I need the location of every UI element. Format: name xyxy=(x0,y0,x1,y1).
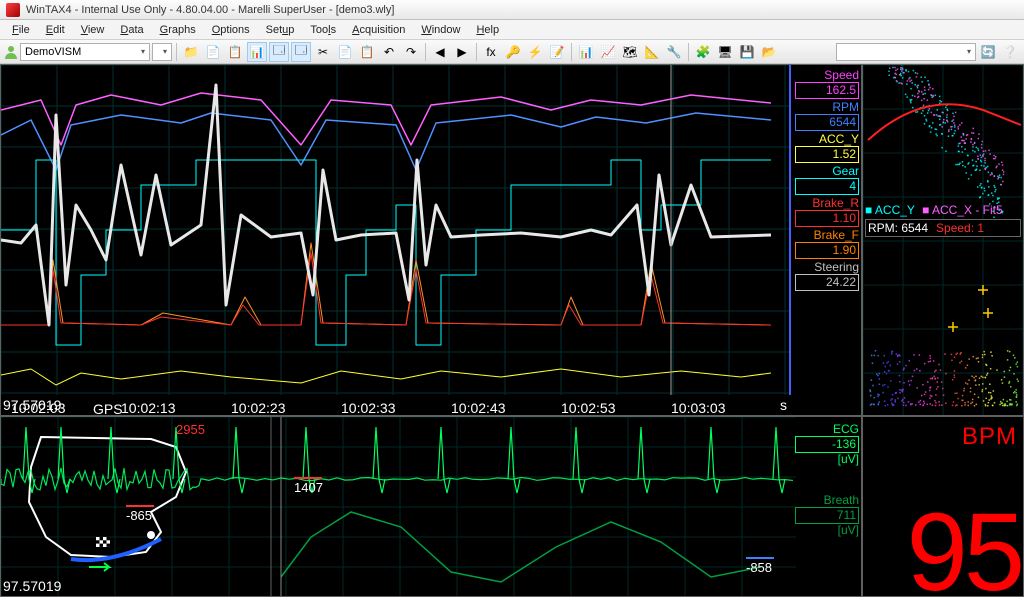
channel-brake_r[interactable]: Brake_R1.10 xyxy=(795,197,859,227)
svg-text:10:02:23: 10:02:23 xyxy=(231,400,286,415)
toolbar-btn-7[interactable]: 📄 xyxy=(335,42,355,62)
menu-view[interactable]: View xyxy=(73,22,113,38)
toolbar-btn-29[interactable]: 📂 xyxy=(759,42,779,62)
bpm-panel: BPM 95 xyxy=(862,416,1024,597)
bio-panel[interactable]: ECG-136[uV] Breath711[uV] 97.57019 2955 -8… xyxy=(0,416,862,597)
toolbar-btn-16[interactable]: 🔑 xyxy=(503,42,523,62)
bio-channel-breath[interactable]: Breath711[uV] xyxy=(795,494,859,537)
svg-text:10:02:43: 10:02:43 xyxy=(451,400,506,415)
toolbar-btn-18[interactable]: 📝 xyxy=(547,42,567,62)
toolbar-btn-27[interactable]: 🖥 xyxy=(715,42,735,62)
toolbar-btn-2[interactable]: 📋 xyxy=(225,42,245,62)
toolbar-btn-20[interactable]: 📊 xyxy=(576,42,596,62)
toolbar-btn-6[interactable]: ✂ xyxy=(313,42,333,62)
profile-combo[interactable]: DemoVISM ▾ xyxy=(20,43,150,61)
main-corner-value: 97.57019 xyxy=(3,397,61,413)
toolbar-btn-9[interactable]: ↶ xyxy=(379,42,399,62)
scatter-legend: ■ ACC_Y ■ ACC_X - Fit5 xyxy=(865,203,1007,217)
menubar: FileEditViewDataGraphsOptionsSetupToolsA… xyxy=(0,20,1024,40)
refresh-icon[interactable]: 🔄 xyxy=(978,42,998,62)
bpm-label: BPM xyxy=(962,423,1017,451)
window-title: WinTAX4 - Internal Use Only - 4.80.04.00… xyxy=(26,4,394,16)
menu-acquisition[interactable]: Acquisition xyxy=(344,22,413,38)
menu-options[interactable]: Options xyxy=(204,22,258,38)
main-telemetry-panel[interactable]: 10:02:0310:02:1310:02:2310:02:3310:02:43… xyxy=(0,64,862,416)
toolbar-btn-24[interactable]: 🔧 xyxy=(664,42,684,62)
channel-acc_y[interactable]: ACC_Y1.52 xyxy=(795,133,859,163)
toolbar-btn-10[interactable]: ↷ xyxy=(401,42,421,62)
toolbar-btn-15[interactable]: fx xyxy=(481,42,501,62)
channel-brake_f[interactable]: Brake_F1.90 xyxy=(795,229,859,259)
toolbar-btn-21[interactable]: 📈 xyxy=(598,42,618,62)
toolbar-btn-5[interactable]: 🗔 xyxy=(291,42,311,62)
svg-text:10:02:13: 10:02:13 xyxy=(121,400,176,415)
scatter-panel[interactable]: ■ ACC_Y ■ ACC_X - Fit5 RPM: 6544Speed: 1 xyxy=(862,64,1024,416)
toolbar-btn-0[interactable]: 📁 xyxy=(181,42,201,62)
toolbar-btn-4[interactable]: 🗔 xyxy=(269,42,289,62)
toolbar-btn-13[interactable]: ▶ xyxy=(452,42,472,62)
menu-graphs[interactable]: Graphs xyxy=(152,22,204,38)
x-axis-unit: s xyxy=(780,397,787,413)
toolbar-btn-23[interactable]: 📐 xyxy=(642,42,662,62)
toolbar-btn-28[interactable]: 💾 xyxy=(737,42,757,62)
svg-text:10:03:03: 10:03:03 xyxy=(671,400,726,415)
svg-text:10:02:53: 10:02:53 xyxy=(561,400,616,415)
menu-setup[interactable]: Setup xyxy=(258,22,303,38)
user-icon xyxy=(4,45,18,59)
menu-file[interactable]: File xyxy=(4,22,38,38)
search-combo[interactable]: ▾ xyxy=(836,43,976,61)
menu-help[interactable]: Help xyxy=(468,22,507,38)
profile-combo-label: DemoVISM xyxy=(25,46,81,58)
channel-steering[interactable]: Steering24.22 xyxy=(795,261,859,291)
scatter-readout: RPM: 6544Speed: 1 xyxy=(865,219,1021,237)
bio-channel-ecg[interactable]: ECG-136[uV] xyxy=(795,423,859,466)
help-icon[interactable]: ❔ xyxy=(1000,42,1020,62)
toolbar-btn-1[interactable]: 📄 xyxy=(203,42,223,62)
toolbar: DemoVISM ▾ ▾ 📁📄📋📊🗔🗔✂📄📋↶↷◀▶fx🔑⚡📝📊📈🗺📐🔧🧩🖥💾📂… xyxy=(0,40,1024,64)
channel-rpm[interactable]: RPM6544 xyxy=(795,101,859,131)
bio-corner-value: 97.57019 xyxy=(3,578,61,594)
menu-window[interactable]: Window xyxy=(413,22,468,38)
app-icon xyxy=(6,3,20,17)
annotation: 1407 xyxy=(294,477,323,495)
annotation: 2955 xyxy=(176,422,205,437)
menu-tools[interactable]: Tools xyxy=(302,22,344,38)
toolbar-btn-26[interactable]: 🧩 xyxy=(693,42,713,62)
menu-edit[interactable]: Edit xyxy=(38,22,73,38)
toolbar-btn-17[interactable]: ⚡ xyxy=(525,42,545,62)
window-titlebar: WinTAX4 - Internal Use Only - 4.80.04.00… xyxy=(0,0,1024,20)
channel-speed[interactable]: Speed162.5 xyxy=(795,69,859,99)
gps-label: GPS xyxy=(93,401,123,416)
annotation: -858 xyxy=(746,557,774,575)
svg-text:10:02:33: 10:02:33 xyxy=(341,400,396,415)
annotation: -865 xyxy=(126,505,154,523)
menu-data[interactable]: Data xyxy=(112,22,151,38)
toolbar-btn-3[interactable]: 📊 xyxy=(247,42,267,62)
bpm-value: 95 xyxy=(907,498,1021,597)
workspace: 10:02:0310:02:1310:02:2310:02:3310:02:43… xyxy=(0,64,1024,597)
channel-gear[interactable]: Gear4 xyxy=(795,165,859,195)
toolbar-btn-22[interactable]: 🗺 xyxy=(620,42,640,62)
toolbar-btn-8[interactable]: 📋 xyxy=(357,42,377,62)
chevron-down-icon: ▾ xyxy=(141,47,145,56)
toolbar-btn-12[interactable]: ◀ xyxy=(430,42,450,62)
profile-extra-combo[interactable]: ▾ xyxy=(152,43,172,61)
